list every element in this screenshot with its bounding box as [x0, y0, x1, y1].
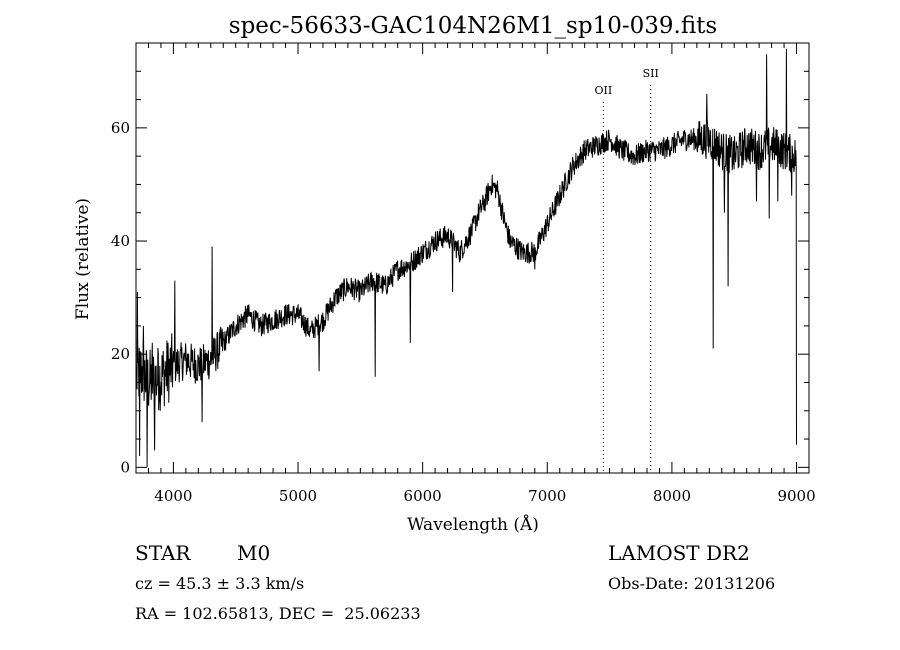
y-tick-label: 20: [111, 345, 130, 363]
x-axis-label: Wavelength (Å): [407, 514, 539, 535]
object-subclass: M0: [237, 541, 271, 565]
observation-date: Obs-Date: 20131206: [608, 574, 776, 593]
x-tick-label: 7000: [528, 487, 566, 505]
spectrum-line: [136, 48, 797, 468]
y-axis-label: Flux (relative): [73, 198, 93, 320]
object-type: STAR: [135, 541, 191, 565]
x-tick-label: 8000: [653, 487, 691, 505]
coordinates: RA = 102.65813, DEC = 25.06233: [135, 604, 421, 623]
y-tick-label: 0: [120, 458, 130, 476]
plot-area: 4000 5000 6000 7000 8000 9000 0 20 40 60 OII SII: [111, 42, 816, 505]
y-tick-label: 60: [111, 119, 130, 137]
y-tick-label: 40: [111, 232, 130, 250]
chart-title: spec-56633-GAC104N26M1_sp10-039.fits: [229, 13, 717, 39]
x-tick-label: 5000: [279, 487, 317, 505]
plot-frame: [135, 42, 810, 474]
x-tick-label: 6000: [404, 487, 442, 505]
x-tick-label: 9000: [777, 487, 815, 505]
survey-name: LAMOST DR2: [608, 541, 750, 565]
emission-line-label: SII: [643, 67, 659, 80]
emission-line-label: OII: [595, 84, 613, 97]
redshift-velocity: cz = 45.3 ± 3.3 km/s: [135, 574, 305, 593]
x-tick-label: 4000: [154, 487, 192, 505]
